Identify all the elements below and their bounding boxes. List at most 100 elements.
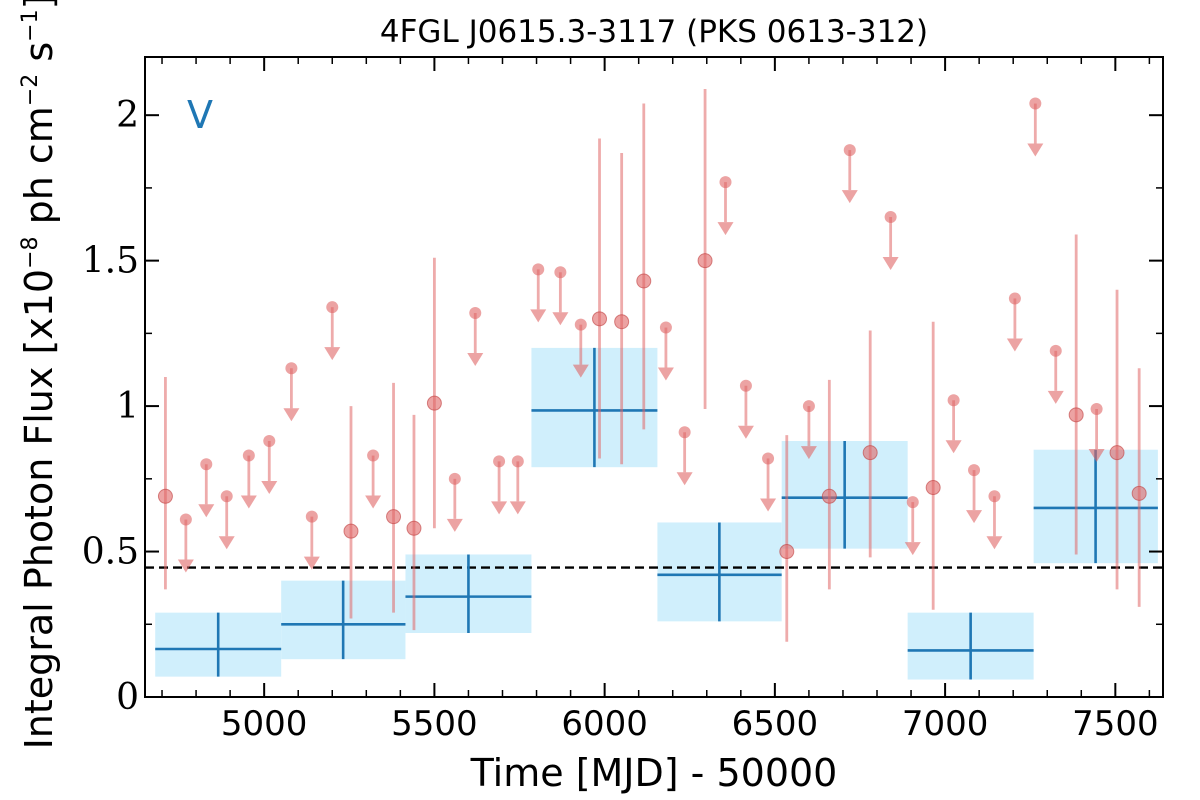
upper-limit-point <box>574 318 587 331</box>
upper-limit-point <box>678 426 691 439</box>
upper-limit-arrow <box>945 440 962 454</box>
upper-limit-arrow <box>904 542 921 556</box>
upper-limit-arrow <box>261 481 278 494</box>
detection-point <box>426 395 442 411</box>
upper-limit-point <box>1049 344 1062 357</box>
upper-limit-arrow <box>509 501 526 515</box>
x-tick-label: 5000 <box>221 704 308 744</box>
y-tick-label: 1 <box>116 386 139 427</box>
detection-point <box>157 488 173 504</box>
detection-point <box>1068 407 1084 423</box>
upper-limit-arrow <box>841 190 858 204</box>
upper-limit-arrow <box>324 347 341 361</box>
y-label-mid2: s <box>17 42 61 74</box>
y-axis-label: Integral Photon Flux [x10−8 ph cm−2 s−1] <box>17 0 61 749</box>
upper-limit-point <box>285 362 298 375</box>
y-label-prefix: Integral Photon Flux [x10 <box>17 269 61 750</box>
x-tick-label: 7000 <box>902 704 989 744</box>
upper-limit-point <box>263 435 276 447</box>
y-tick-label: 1.5 <box>82 241 139 282</box>
upper-limit-point <box>493 455 506 468</box>
upper-limit-point <box>448 472 461 485</box>
upper-limit-point <box>179 513 192 526</box>
upper-limit-point <box>802 400 815 413</box>
upper-limit-arrow <box>717 222 734 236</box>
upper-limit-point <box>947 394 960 407</box>
upper-limit-arrow <box>1027 143 1044 157</box>
plot-area <box>145 89 1163 680</box>
y-label-exp3: −1 <box>18 9 43 41</box>
upper-limit-arrow <box>491 501 508 515</box>
upper-limit-point <box>242 449 255 462</box>
upper-limit-point <box>305 510 318 523</box>
upper-limit-point <box>220 490 233 503</box>
upper-limit-arrow <box>240 495 257 509</box>
upper-limit-arrow <box>572 364 589 378</box>
upper-limit-arrow <box>1047 390 1064 404</box>
upper-limit-point <box>511 455 524 468</box>
detection-point <box>821 488 837 504</box>
upper-limit-arrow <box>676 472 693 486</box>
upper-limit-arrow <box>446 518 463 532</box>
upper-limit-point <box>200 458 213 471</box>
detection-point <box>406 520 422 536</box>
upper-limit-arrow <box>365 495 382 509</box>
detection-point <box>862 445 878 461</box>
detection-point <box>386 509 402 525</box>
panel-annotation: V <box>187 93 213 137</box>
upper-limit-arrow <box>467 353 484 366</box>
upper-limit-point <box>719 176 732 189</box>
axes: 5000 5500 6000 6500 7000 7500 0 0.5 1 1.5 2 <box>82 56 1164 744</box>
upper-limit-arrow <box>657 367 674 381</box>
detection-point <box>614 314 630 330</box>
chart-title: 4FGL J0615.3-3117 (PKS 0613-312) <box>380 14 928 50</box>
upper-limit-point <box>367 449 380 462</box>
upper-limit-arrow <box>552 312 569 326</box>
upper-limit-point <box>884 211 897 223</box>
y-label-suffix: ] <box>17 0 61 9</box>
upper-limit-arrow <box>760 498 777 512</box>
detection-point <box>779 544 795 560</box>
upper-limit-point <box>1008 292 1021 305</box>
y-label-mid: ph cm <box>17 106 61 236</box>
upper-limit-point <box>1029 97 1042 110</box>
y-tick-label: 0.5 <box>82 532 139 573</box>
upper-limit-point <box>469 307 482 319</box>
upper-limit-arrow <box>283 408 300 422</box>
upper-limit-arrow <box>218 536 235 550</box>
upper-limit-point <box>988 490 1001 503</box>
detection-point <box>1131 485 1147 501</box>
upper-limit-arrow <box>530 309 547 323</box>
upper-limit-arrow <box>1006 338 1023 352</box>
upper-limit-point <box>968 464 981 477</box>
upper-limit-arrow <box>177 559 194 573</box>
upper-limit-point <box>762 452 775 465</box>
upper-limit-point <box>1090 403 1103 415</box>
upper-limit-arrow <box>198 504 215 518</box>
upper-limit-point <box>659 321 672 334</box>
upper-limit-point <box>554 266 567 279</box>
upper-limit-arrow <box>737 425 754 439</box>
x-tick-label: 7500 <box>1072 704 1159 744</box>
upper-limit-point <box>906 496 919 509</box>
upper-limit-arrow <box>986 536 1003 550</box>
axes-frame <box>144 56 1164 698</box>
detection-point <box>343 523 359 539</box>
detection-point <box>697 253 713 269</box>
y-tick-label: 2 <box>116 95 139 136</box>
upper-limit-arrow <box>882 257 899 270</box>
y-tick-label: 0 <box>116 677 139 718</box>
y-label-exp2: −2 <box>18 74 43 106</box>
upper-limit-arrow <box>966 510 983 524</box>
upper-limit-arrow <box>303 556 320 570</box>
y-label-exp1: −8 <box>18 236 43 268</box>
detection-point <box>1109 445 1125 461</box>
upper-limit-point <box>532 263 545 276</box>
upper-limit-arrow <box>800 446 817 460</box>
x-tick-label: 6500 <box>732 704 819 744</box>
upper-limit-point <box>843 144 856 157</box>
upper-limit-point <box>739 379 752 392</box>
upper-limit-point <box>326 301 339 314</box>
x-axis-label: Time [MJD] - 50000 <box>470 751 838 795</box>
